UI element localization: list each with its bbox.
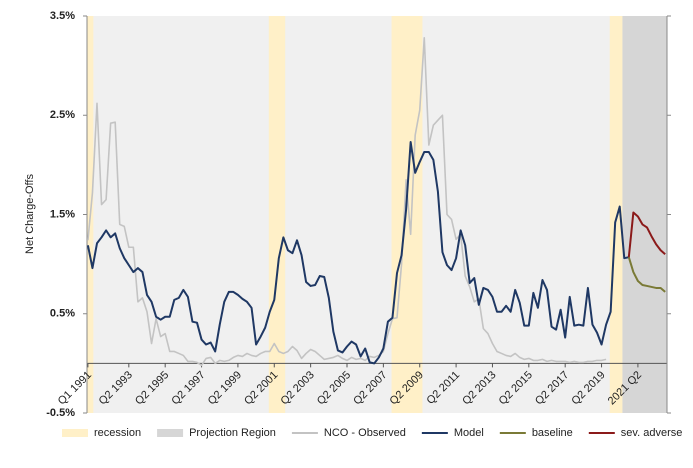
legend-swatch [62, 429, 88, 437]
series-line [87, 37, 607, 367]
shaded-band [268, 16, 286, 413]
shaded-band [622, 16, 667, 413]
legend-label: Projection Region [189, 427, 276, 439]
legend-swatch [157, 429, 184, 437]
shaded-band [391, 16, 423, 413]
legend-label: sev. adverse [621, 427, 683, 439]
y-axis-label: Net Charge-Offs [24, 174, 36, 254]
series-line [627, 211, 666, 258]
y-tick-label: 1.5% [50, 208, 75, 220]
series-line [86, 141, 630, 365]
y-tick-label: -0.5% [46, 407, 75, 419]
y-tick-label: 2.5% [50, 109, 75, 121]
plot-area [87, 16, 667, 413]
shaded-band [609, 16, 623, 413]
legend-label: NCO - Observed [324, 427, 406, 439]
legend-label: Model [454, 427, 484, 439]
series-line [627, 256, 666, 293]
y-tick-label: 3.5% [50, 10, 75, 22]
y-tick-label: 0.5% [50, 308, 75, 320]
legend-label: baseline [532, 427, 573, 439]
legend-label: recession [94, 427, 141, 439]
